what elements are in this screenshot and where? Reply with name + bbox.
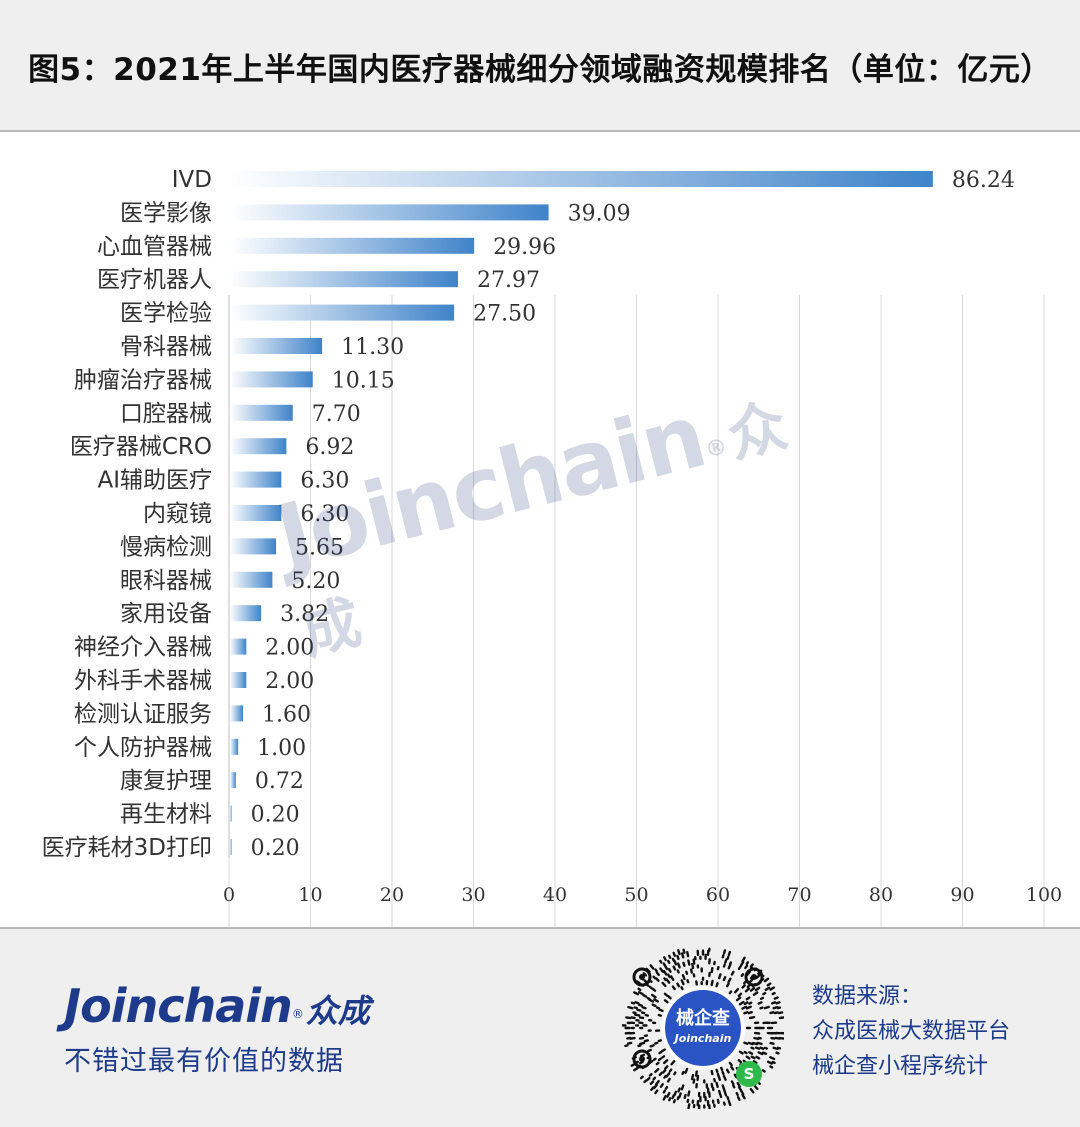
x-tick-label: 50 [624,884,648,906]
value-label: 27.50 [473,302,536,327]
x-tick-label: 70 [787,884,811,906]
bar [230,304,455,321]
category-label: 再生材料 [120,802,212,828]
qr-pattern [620,947,786,1111]
x-tick-label: 20 [380,884,404,906]
bar [230,571,273,588]
category-label: 眼科器械 [120,568,212,594]
category-label: 肿瘤治疗器械 [74,367,212,393]
bar [230,338,323,354]
value-label: 1.60 [262,702,311,727]
qr-center-badge: 械企查 Joinchain [665,990,741,1066]
value-label: 10.15 [332,368,395,393]
value-label: 0.20 [251,803,300,828]
category-label: 医学影像 [120,200,212,226]
bar [230,839,232,855]
x-tick-label: 10 [298,884,322,906]
bar [230,738,239,755]
value-label: 2.00 [265,669,314,694]
value-label: 6.92 [305,435,354,460]
x-axis-ticks: 0 10 20 30 40 50 60 70 80 90 100 [223,884,1062,906]
bar [230,371,313,388]
value-label: 7.70 [312,402,361,427]
source-line: 众成医械大数据平台 [812,1019,1011,1044]
bar [230,271,458,288]
x-tick-label: 60 [706,884,730,906]
category-label: 慢病检测 [120,534,212,560]
source-line: 数据来源： [812,984,923,1009]
value-label: 39.09 [568,201,631,226]
bar-chart: IVD 医学影像心血管器械医疗机器人医学检验骨科器械肿瘤治疗器械口腔器械医疗器械C… [42,167,1062,927]
mini-program-icon: S [736,1061,762,1087]
value-label: 1.00 [257,736,306,761]
qr-center-en: Joinchain [674,1032,732,1045]
value-labels: 86.24 39.09 29.96 27.97 27.50 11.30 10.15 7.70 6… [251,168,1015,861]
category-label: 医学检验 [120,301,212,327]
chart-area: IVD 医学影像心血管器械医疗机器人医学检验骨科器械肿瘤治疗器械口腔器械医疗器械C… [0,132,1080,929]
chart-title: 图5：2021年上半年国内医疗器械细分领域融资规模排名（单位：亿元） [28,52,1052,88]
category-label: 家用设备 [120,601,212,627]
brand-logo: Joinchain®众成 [64,979,370,1033]
category-label: 检测认证服务 [74,701,212,727]
bar [230,505,282,521]
value-label: 3.82 [280,602,329,627]
header: 图5：2021年上半年国内医疗器械细分领域融资规模排名（单位：亿元） [0,0,1080,132]
source-line: 械企查小程序统计 [812,1054,989,1079]
bar [230,705,244,722]
value-label: 6.30 [300,469,349,494]
bars [230,171,933,855]
category-label: 医疗机器人 [97,267,212,293]
value-label: 5.65 [295,535,344,560]
category-label: AI辅助医疗 [97,468,212,494]
data-source: 数据来源： 众成医械大数据平台 械企查小程序统计 [812,979,1010,1084]
category-label: 神经介入器械 [74,635,212,661]
category-label: 口腔器械 [120,401,212,427]
value-label: 86.24 [952,168,1015,193]
category-label: 内窥镜 [143,501,212,527]
logo-text: Joinchain [64,979,293,1033]
category-label: 心血管器械 [97,234,212,260]
bar [230,538,277,555]
x-tick-label: 40 [543,884,567,906]
category-label: 医疗耗材3D打印 [42,835,212,861]
value-label: 6.30 [300,502,349,527]
value-label: 27.97 [477,268,540,293]
bar [230,672,247,688]
value-label: 11.30 [341,335,404,360]
x-tick-label: 100 [1026,884,1062,906]
category-label: 个人防护器械 [74,735,212,761]
bar [230,237,475,254]
x-tick-label: 80 [869,884,893,906]
x-tick-label: 90 [950,884,974,906]
bar [230,638,247,655]
logo-registered: ® [291,1007,304,1021]
value-label: 2.00 [265,636,314,661]
category-labels: IVD 医学影像心血管器械医疗机器人医学检验骨科器械肿瘤治疗器械口腔器械医疗器械C… [42,167,212,861]
bar [230,404,293,421]
bar [230,171,933,187]
bar [230,471,282,488]
x-tick-label: 0 [223,884,235,906]
footer: Joinchain®众成 不错过最有价值的数据 械企查 Joinchain S … [0,929,1080,1127]
grid-lines [228,295,1045,927]
value-label: 29.96 [493,235,556,260]
category-label: 医疗器械CRO [70,434,212,460]
value-label: 0.20 [251,836,300,861]
slogan: 不错过最有价值的数据 [64,1046,344,1077]
x-tick-label: 30 [461,884,485,906]
value-label: 5.20 [291,569,340,594]
mini-program-qr-code[interactable]: 械企查 Joinchain S [620,947,786,1111]
value-label: 0.72 [255,769,304,794]
bar [230,438,287,455]
logo-cn: 众成 [305,992,370,1030]
category-label: 骨科器械 [120,334,212,360]
category-label: 外科手术器械 [74,668,212,694]
bar [230,772,236,789]
category-label: IVD [172,167,212,193]
category-label: 康复护理 [120,768,212,794]
qr-center-cn: 械企查 [676,1008,730,1029]
bar [230,605,262,622]
bar [230,805,232,822]
bar [230,204,549,221]
